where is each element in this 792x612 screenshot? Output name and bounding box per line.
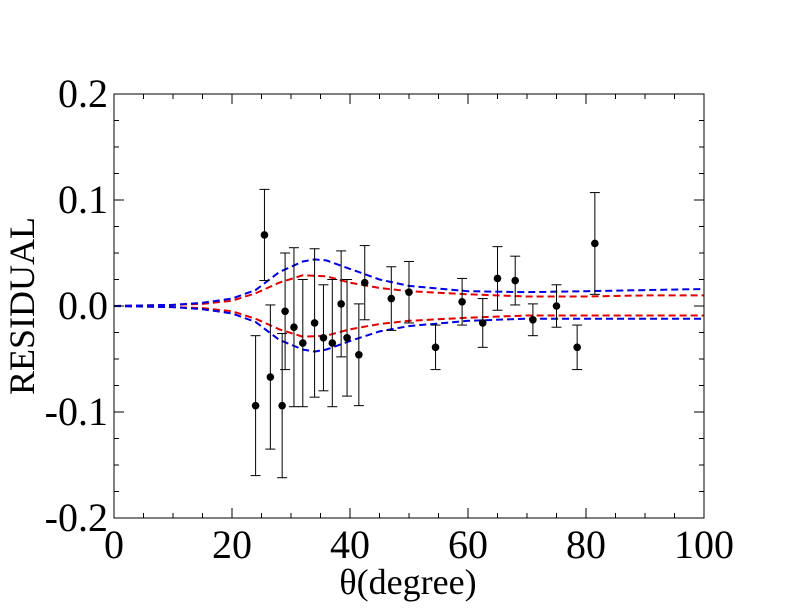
- y-tick-label: 0.1: [58, 177, 108, 222]
- data-points: [250, 188, 600, 479]
- point-marker: [299, 339, 307, 347]
- point-marker: [290, 323, 298, 332]
- y-tick-labels: -0.2 -0.1 0.0 0.1 0.2: [45, 71, 108, 540]
- data-point: [288, 247, 299, 408]
- point-marker: [260, 231, 269, 239]
- data-point: [309, 248, 320, 398]
- x-tick-label: 20: [212, 522, 252, 567]
- x-tick-label: 60: [448, 522, 488, 567]
- y-tick-label: -0.1: [45, 389, 108, 434]
- data-point: [259, 188, 270, 282]
- data-point: [265, 304, 276, 450]
- point-marker: [493, 274, 502, 283]
- point-marker: [591, 239, 599, 248]
- data-point: [589, 192, 600, 295]
- point-marker: [251, 401, 260, 410]
- data-point: [404, 260, 414, 324]
- data-point: [477, 298, 488, 348]
- point-marker: [431, 343, 440, 352]
- data-point: [527, 303, 538, 337]
- point-marker: [573, 343, 581, 352]
- y-tick-label: -0.2: [45, 495, 108, 540]
- data-point: [492, 246, 503, 311]
- data-point: [250, 335, 261, 477]
- data-point: [457, 277, 468, 326]
- data-point: [551, 284, 562, 328]
- data-point: [510, 255, 521, 306]
- data-point: [336, 250, 347, 358]
- point-marker: [266, 373, 275, 381]
- point-marker: [360, 278, 369, 287]
- point-marker: [278, 401, 286, 410]
- data-point: [386, 266, 397, 331]
- point-marker: [337, 300, 345, 308]
- y-tick-label: 0.2: [58, 71, 108, 116]
- data-point: [353, 303, 364, 407]
- data-point: [430, 324, 441, 371]
- y-tick-label: 0.0: [58, 283, 108, 328]
- point-marker: [319, 334, 328, 342]
- point-marker: [478, 319, 487, 327]
- data-point: [327, 279, 338, 408]
- point-marker: [281, 307, 289, 316]
- x-tick-label: 80: [566, 522, 606, 567]
- point-marker: [328, 339, 337, 347]
- point-marker: [405, 288, 413, 297]
- point-marker: [310, 319, 319, 327]
- point-marker: [458, 297, 466, 306]
- x-tick-label: 100: [674, 522, 734, 567]
- point-marker: [552, 302, 561, 310]
- y-axis-title: RESIDUAL: [2, 217, 42, 395]
- data-point: [342, 279, 353, 397]
- data-point: [297, 279, 308, 408]
- data-point: [277, 333, 288, 479]
- band-lines: [113, 258, 705, 353]
- plot-frame: [113, 93, 705, 519]
- blue-band-upper-line: [113, 258, 705, 307]
- point-marker: [529, 315, 537, 324]
- data-point: [280, 252, 291, 371]
- data-point: [318, 284, 329, 392]
- x-tick-label: 0: [104, 522, 124, 567]
- red-band-lower-line: [113, 305, 704, 338]
- x-axis-title: θ(degree): [339, 562, 476, 602]
- point-marker: [343, 334, 351, 342]
- data-point: [572, 324, 583, 371]
- point-marker: [511, 276, 519, 285]
- x-tick-label: 40: [330, 522, 370, 567]
- point-marker: [355, 350, 363, 359]
- blue-band-lower-line: [113, 305, 704, 353]
- point-marker: [387, 294, 396, 303]
- x-tick-labels: 0 20 40 60 80 100: [104, 522, 734, 567]
- data-point: [359, 245, 370, 321]
- red-band-upper-line: [113, 274, 704, 307]
